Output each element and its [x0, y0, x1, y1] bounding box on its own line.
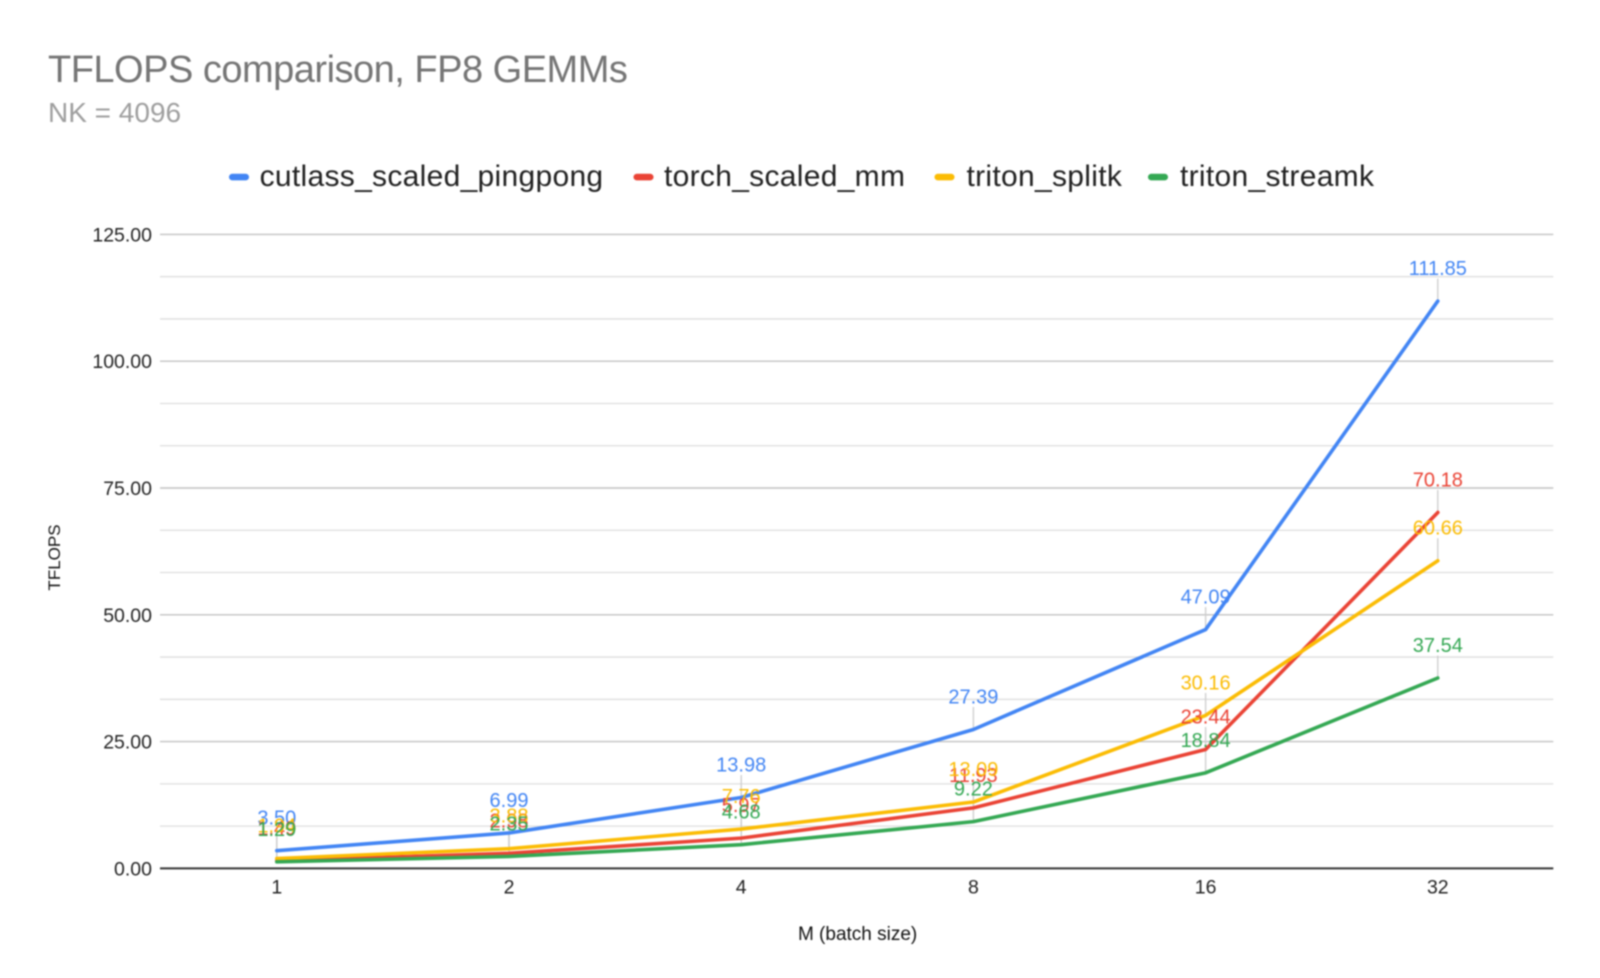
svg-text:torch_scaled_mm: torch_scaled_mm — [664, 160, 905, 193]
svg-text:6.99: 6.99 — [490, 790, 529, 812]
svg-text:5.97: 5.97 — [722, 795, 761, 817]
svg-text:1: 1 — [271, 877, 282, 899]
svg-text:1.49: 1.49 — [257, 818, 296, 840]
svg-text:1.94: 1.94 — [257, 816, 296, 838]
svg-text:8: 8 — [968, 877, 979, 899]
svg-text:30.16: 30.16 — [1181, 672, 1231, 694]
svg-text:60.66: 60.66 — [1413, 518, 1463, 540]
svg-text:M (batch size): M (batch size) — [798, 924, 917, 945]
svg-text:70.18: 70.18 — [1413, 469, 1463, 491]
svg-text:7.76: 7.76 — [722, 786, 761, 808]
svg-text:111.85: 111.85 — [1409, 258, 1467, 280]
svg-text:TFLOPS comparison, FP8 GEMMs: TFLOPS comparison, FP8 GEMMs — [48, 49, 627, 91]
svg-text:16: 16 — [1195, 877, 1217, 899]
svg-text:TFLOPS: TFLOPS — [45, 524, 64, 590]
svg-text:11.93: 11.93 — [949, 765, 998, 787]
svg-text:0.00: 0.00 — [114, 858, 152, 880]
svg-text:3.88: 3.88 — [490, 806, 529, 828]
svg-text:1.29: 1.29 — [257, 819, 296, 841]
svg-text:2.98: 2.98 — [490, 810, 529, 832]
svg-text:25.00: 25.00 — [103, 732, 152, 754]
svg-text:13.98: 13.98 — [716, 754, 766, 776]
svg-text:NK = 4096: NK = 4096 — [48, 97, 181, 128]
svg-text:75.00: 75.00 — [103, 478, 152, 500]
svg-text:32: 32 — [1427, 877, 1449, 899]
svg-text:47.09: 47.09 — [1181, 587, 1231, 609]
svg-text:9.22: 9.22 — [954, 779, 993, 801]
svg-text:27.39: 27.39 — [948, 686, 998, 708]
svg-text:2: 2 — [504, 877, 515, 899]
svg-text:18.84: 18.84 — [1181, 730, 1231, 752]
svg-text:37.54: 37.54 — [1413, 635, 1463, 657]
svg-text:100.00: 100.00 — [92, 351, 152, 373]
svg-text:125.00: 125.00 — [92, 224, 152, 246]
svg-text:50.00: 50.00 — [103, 605, 152, 627]
svg-text:triton_streamk: triton_streamk — [1180, 160, 1375, 193]
svg-text:13.09: 13.09 — [948, 759, 998, 781]
svg-text:cutlass_scaled_pingpong: cutlass_scaled_pingpong — [260, 160, 604, 193]
svg-text:23.44: 23.44 — [1181, 707, 1231, 729]
svg-text:triton_splitk: triton_splitk — [967, 160, 1123, 193]
svg-text:3.50: 3.50 — [257, 808, 296, 830]
svg-text:2.35: 2.35 — [490, 813, 529, 835]
svg-text:4.68: 4.68 — [722, 802, 761, 824]
svg-text:4: 4 — [736, 877, 747, 899]
